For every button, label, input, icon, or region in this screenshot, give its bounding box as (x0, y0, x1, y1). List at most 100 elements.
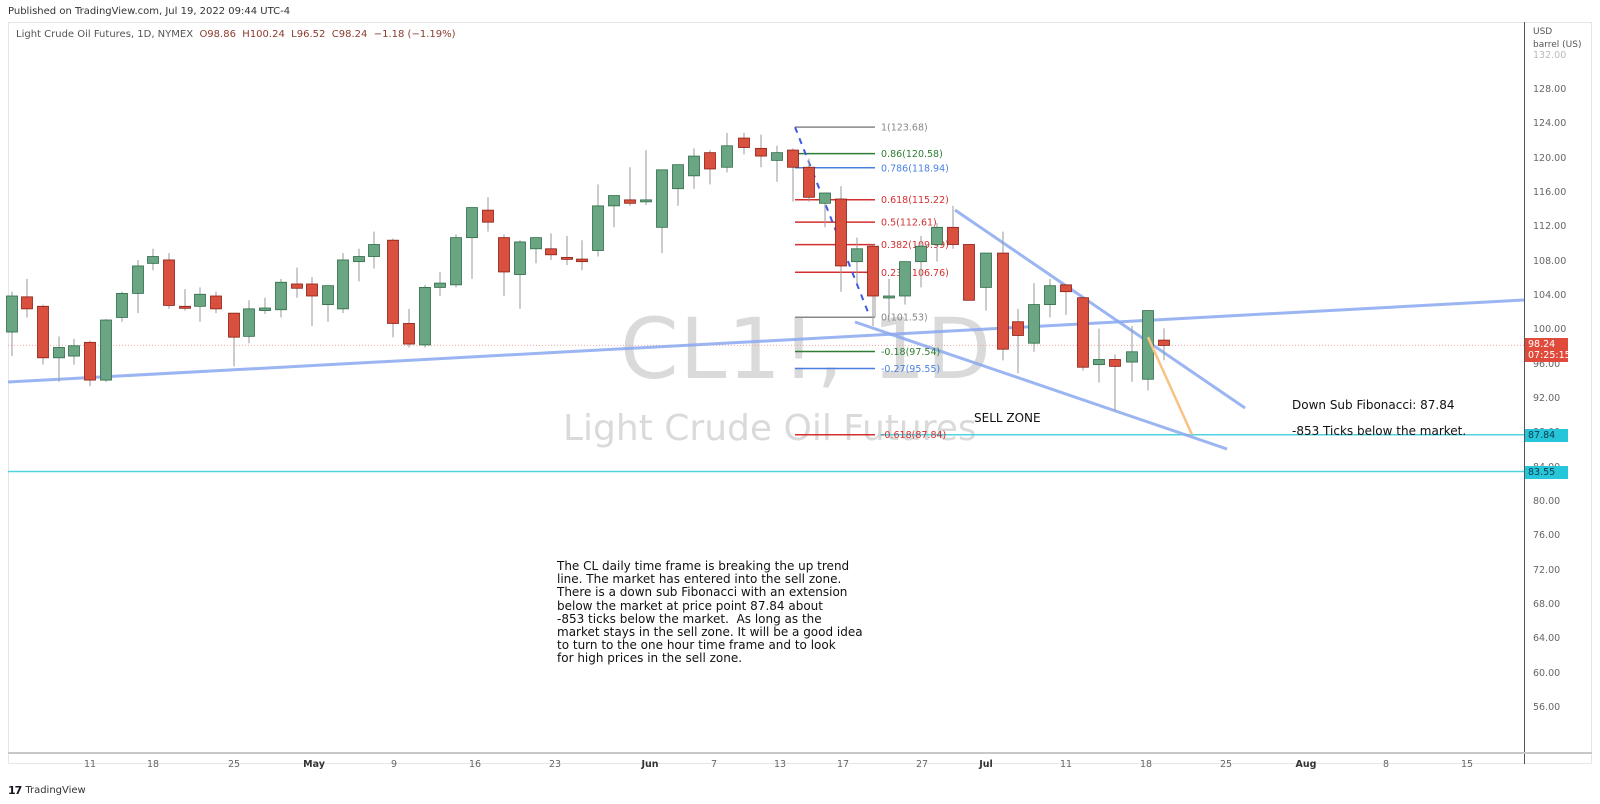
date-tick: 11 (83, 759, 97, 770)
date-tick: 16 (468, 759, 482, 770)
candle-up (608, 195, 620, 228)
fib-level-label: 0.786(118.94) (881, 163, 949, 174)
price-axis-border (1524, 22, 1525, 764)
candle-up (243, 300, 255, 344)
candle-up (931, 223, 943, 262)
date-tick: 7 (710, 759, 718, 770)
fib-level-label: 0.5(112.61) (881, 218, 937, 229)
ticks-below-note[interactable]: -853 Ticks below the market. (1292, 424, 1467, 438)
candle-down (21, 278, 33, 318)
price-tick: 104.00 (1533, 289, 1567, 301)
analysis-comment[interactable]: The CL daily time frame is breaking the … (557, 559, 863, 666)
candle-down (228, 312, 240, 367)
price-tick: 60.00 (1533, 667, 1561, 679)
sell-zone-label[interactable]: SELL ZONE (974, 411, 1041, 425)
candle-up (259, 297, 271, 315)
candle-down (1109, 354, 1121, 412)
candle-up (915, 235, 927, 288)
candle-down (163, 253, 175, 309)
candle-up (53, 336, 65, 382)
watermark-ticker: CL1!, 1D (620, 300, 993, 398)
chart-frame (8, 22, 1592, 764)
candle-up (721, 132, 733, 173)
price-tick: 112.00 (1533, 221, 1567, 233)
price-tick: 96.00 (1533, 358, 1561, 370)
candle-down (997, 231, 1009, 361)
fib-trend-dashed-line (794, 126, 871, 318)
date-tick: 18 (1139, 759, 1153, 770)
candle-up (514, 240, 526, 309)
price-tick: 92.00 (1533, 392, 1561, 404)
time-axis-border (8, 752, 1592, 754)
candle-down (867, 244, 879, 327)
candle-down (947, 205, 959, 249)
axis-unit: barrel (US) (1533, 40, 1582, 50)
candle-up (419, 284, 431, 348)
legend-high: H100.24 (242, 29, 285, 40)
fib-target-note[interactable]: Down Sub Fibonacci: 87.84 (1292, 398, 1455, 412)
projection-line (1146, 336, 1194, 436)
candle-up (100, 319, 112, 382)
candle-up (1028, 283, 1040, 352)
candle-down (576, 240, 588, 271)
candle-up (899, 261, 911, 305)
fib-level-label: -0.618(87.84) (881, 430, 946, 441)
candle-up (851, 237, 863, 284)
price-tick: 68.00 (1533, 598, 1561, 610)
fib-level-label: -0.18(97.54) (881, 347, 940, 358)
candle-up (353, 248, 365, 282)
candle-up (592, 184, 604, 257)
date-tick: 27 (915, 759, 929, 770)
published-info: Published on TradingView.com, Jul 19, 20… (8, 6, 291, 17)
date-tick: Jun (641, 759, 659, 770)
date-tick: 11 (1059, 759, 1073, 770)
candle-up (771, 145, 783, 182)
date-tick: 25 (227, 759, 241, 770)
candle-down (738, 132, 750, 155)
candle-down (787, 148, 799, 202)
candle-down (704, 150, 716, 185)
price-tick: 108.00 (1533, 255, 1567, 267)
fib-level-label: 0.382(109.99) (881, 240, 949, 251)
date-tick: Aug (1295, 759, 1317, 770)
channel-lower-line (854, 320, 1228, 451)
candle-up (1126, 326, 1138, 382)
bar-countdown: 07:25:15 (1528, 350, 1571, 362)
candle-up (337, 253, 349, 314)
candle-up (450, 234, 462, 288)
candle-up (1044, 278, 1056, 318)
candle-down (561, 235, 573, 266)
candle-up (434, 271, 446, 296)
price-tick: 132.00 (1533, 49, 1567, 61)
candle-down (482, 197, 494, 232)
fib-level-label: 0.86(120.58) (881, 149, 943, 160)
price-tick: 56.00 (1533, 701, 1561, 713)
candle-down (1012, 308, 1024, 374)
candle-up (640, 150, 652, 206)
candle-up (819, 192, 831, 228)
date-tick: 25 (1219, 759, 1233, 770)
candle-down (498, 234, 510, 296)
price-tick: 64.00 (1533, 633, 1561, 645)
candle-down (387, 238, 399, 338)
candle-down (963, 244, 975, 301)
candle-up (194, 287, 206, 322)
candle-down (545, 233, 557, 260)
date-tick: 18 (146, 759, 160, 770)
fib-level-label: 0.618(115.22) (881, 195, 949, 206)
candle-up (530, 237, 542, 264)
price-tick: 100.00 (1533, 324, 1567, 336)
level-tag-87-84: 87.84 (1525, 428, 1568, 442)
candle-up (132, 259, 144, 314)
current-price: 98.24 (1528, 339, 1556, 351)
candle-down (1077, 297, 1089, 371)
date-tick: 17 (836, 759, 850, 770)
legend-low: L96.52 (291, 29, 326, 40)
tradingview-brand[interactable]: 17 TradingView (8, 784, 86, 797)
watermark-name: Light Crude Oil Futures (563, 408, 977, 449)
candle-up (368, 231, 380, 269)
candle-down (84, 340, 96, 387)
price-tick: 80.00 (1533, 495, 1561, 507)
price-tick: 76.00 (1533, 530, 1561, 542)
